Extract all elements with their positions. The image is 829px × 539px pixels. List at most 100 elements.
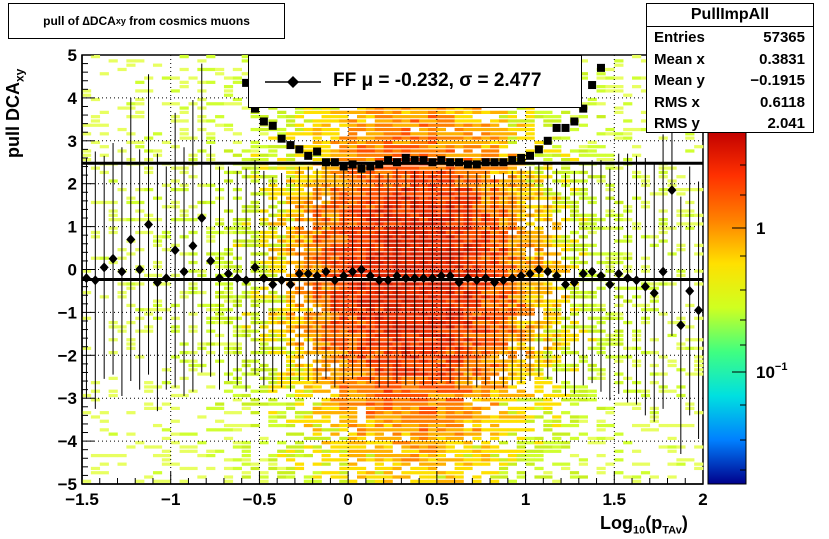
heatmap-cell xyxy=(490,393,500,398)
heatmap-cell xyxy=(321,132,331,136)
heatmap-cell xyxy=(170,462,180,466)
heatmap-cell xyxy=(454,166,464,170)
heatmap-cell xyxy=(348,385,358,389)
heatmap-cell xyxy=(427,471,438,475)
heatmap-cell xyxy=(357,458,367,462)
heatmap-cell xyxy=(330,393,340,398)
heatmap-cell xyxy=(259,115,269,119)
diamond-marker xyxy=(339,270,349,281)
heatmap-cell xyxy=(427,393,438,398)
color-scale-bar: 1 10−1 xyxy=(707,130,787,485)
heatmap-cell xyxy=(179,119,189,123)
diamond-marker xyxy=(569,277,579,288)
heatmap-cell xyxy=(383,170,393,175)
heatmap-cell xyxy=(259,471,269,475)
heatmap-cell xyxy=(569,127,580,132)
heatmap-cell xyxy=(383,441,393,445)
diamond-marker xyxy=(365,270,375,281)
heatmap-cell xyxy=(365,432,376,436)
heatmap-cell xyxy=(197,372,207,376)
heatmap-cell xyxy=(410,385,420,389)
heatmap-cell xyxy=(179,67,189,72)
diamond-marker xyxy=(312,270,322,281)
heatmap-cell xyxy=(463,458,473,462)
heatmap-cell xyxy=(507,393,517,398)
heatmap-cell xyxy=(640,428,651,432)
heatmap-cell xyxy=(694,466,704,471)
heatmap-cell xyxy=(454,170,464,175)
heatmap-cell xyxy=(348,445,358,449)
heatmap-cell xyxy=(516,475,526,479)
heatmap-cell xyxy=(392,441,402,445)
heatmap-cell xyxy=(223,479,234,483)
heatmap-cell xyxy=(294,419,305,423)
heatmap-cell xyxy=(99,471,109,475)
heatmap-cell xyxy=(312,449,322,453)
heatmap-cell xyxy=(321,140,331,145)
heatmap-cell xyxy=(339,411,349,415)
heatmap-cell xyxy=(472,419,482,423)
heatmap-cell xyxy=(419,153,429,157)
heatmap-cell xyxy=(144,445,154,449)
heatmap-cell xyxy=(632,479,642,483)
stats-box: PullImpAll Entries 57365 Mean x 0.3831 Mea… xyxy=(646,3,814,133)
heatmap-cell xyxy=(561,136,571,140)
heatmap-cell xyxy=(392,402,402,406)
heatmap-cell xyxy=(303,436,313,441)
heatmap-cell xyxy=(445,149,455,153)
heatmap-cell xyxy=(383,411,393,415)
heatmap-cell xyxy=(286,393,296,398)
heatmap-cell xyxy=(365,115,376,119)
heatmap-cell xyxy=(419,402,429,406)
square-marker xyxy=(526,151,535,160)
heatmap-cell xyxy=(392,393,402,398)
heatmap-cell xyxy=(339,475,349,479)
heatmap-cell xyxy=(445,389,455,393)
heatmap-cell xyxy=(481,145,491,149)
heatmap-cell xyxy=(339,471,349,475)
heatmap-cell xyxy=(303,479,313,483)
heatmap-cell xyxy=(525,136,535,140)
heatmap-cell xyxy=(286,449,296,453)
x-axis-label-sub1: 10 xyxy=(633,524,646,537)
heatmap-cell xyxy=(623,132,633,136)
heatmap-cell xyxy=(445,123,455,127)
heatmap-cell xyxy=(578,153,588,157)
heatmap-cell xyxy=(330,428,340,432)
heatmap-cell xyxy=(543,393,553,398)
heatmap-cell xyxy=(410,398,420,402)
diamond-marker xyxy=(605,279,615,290)
stats-label: Entries xyxy=(654,29,705,46)
heatmap-cell xyxy=(392,406,402,410)
x-axis-label: Log10(pTAv) xyxy=(600,513,688,537)
heatmap-cell xyxy=(90,119,101,123)
heatmap-cell xyxy=(498,145,509,149)
heatmap-cell xyxy=(357,428,367,432)
heatmap-cell xyxy=(516,471,526,475)
heatmap-cell xyxy=(614,106,624,110)
heatmap-cell xyxy=(357,436,367,441)
heatmap-cell xyxy=(365,145,376,149)
heatmap-cell xyxy=(419,449,429,453)
heatmap-cell xyxy=(90,471,101,475)
square-marker xyxy=(472,160,481,169)
heatmap-cell xyxy=(374,123,384,127)
heatmap-cell xyxy=(374,157,384,162)
heatmap-cell xyxy=(410,423,420,428)
diamond-marker xyxy=(516,270,526,281)
y-tick-label: −1 xyxy=(58,303,77,322)
heatmap-cell xyxy=(259,441,269,445)
heatmap-cell xyxy=(614,76,624,80)
heatmap-cell xyxy=(179,479,189,483)
heatmap-cell xyxy=(516,393,526,398)
x-tick-label: 2 xyxy=(698,490,707,509)
heatmap-cell xyxy=(99,419,109,423)
heatmap-cell xyxy=(632,462,642,466)
heatmap-cell xyxy=(374,393,384,398)
x-tick-label: 1 xyxy=(521,490,530,509)
heatmap-cell xyxy=(392,389,402,393)
heatmap-cell xyxy=(419,445,429,449)
heatmap-cell xyxy=(170,393,180,398)
x-axis-label-mid: (p xyxy=(645,513,663,533)
heatmap-cell xyxy=(667,363,677,368)
